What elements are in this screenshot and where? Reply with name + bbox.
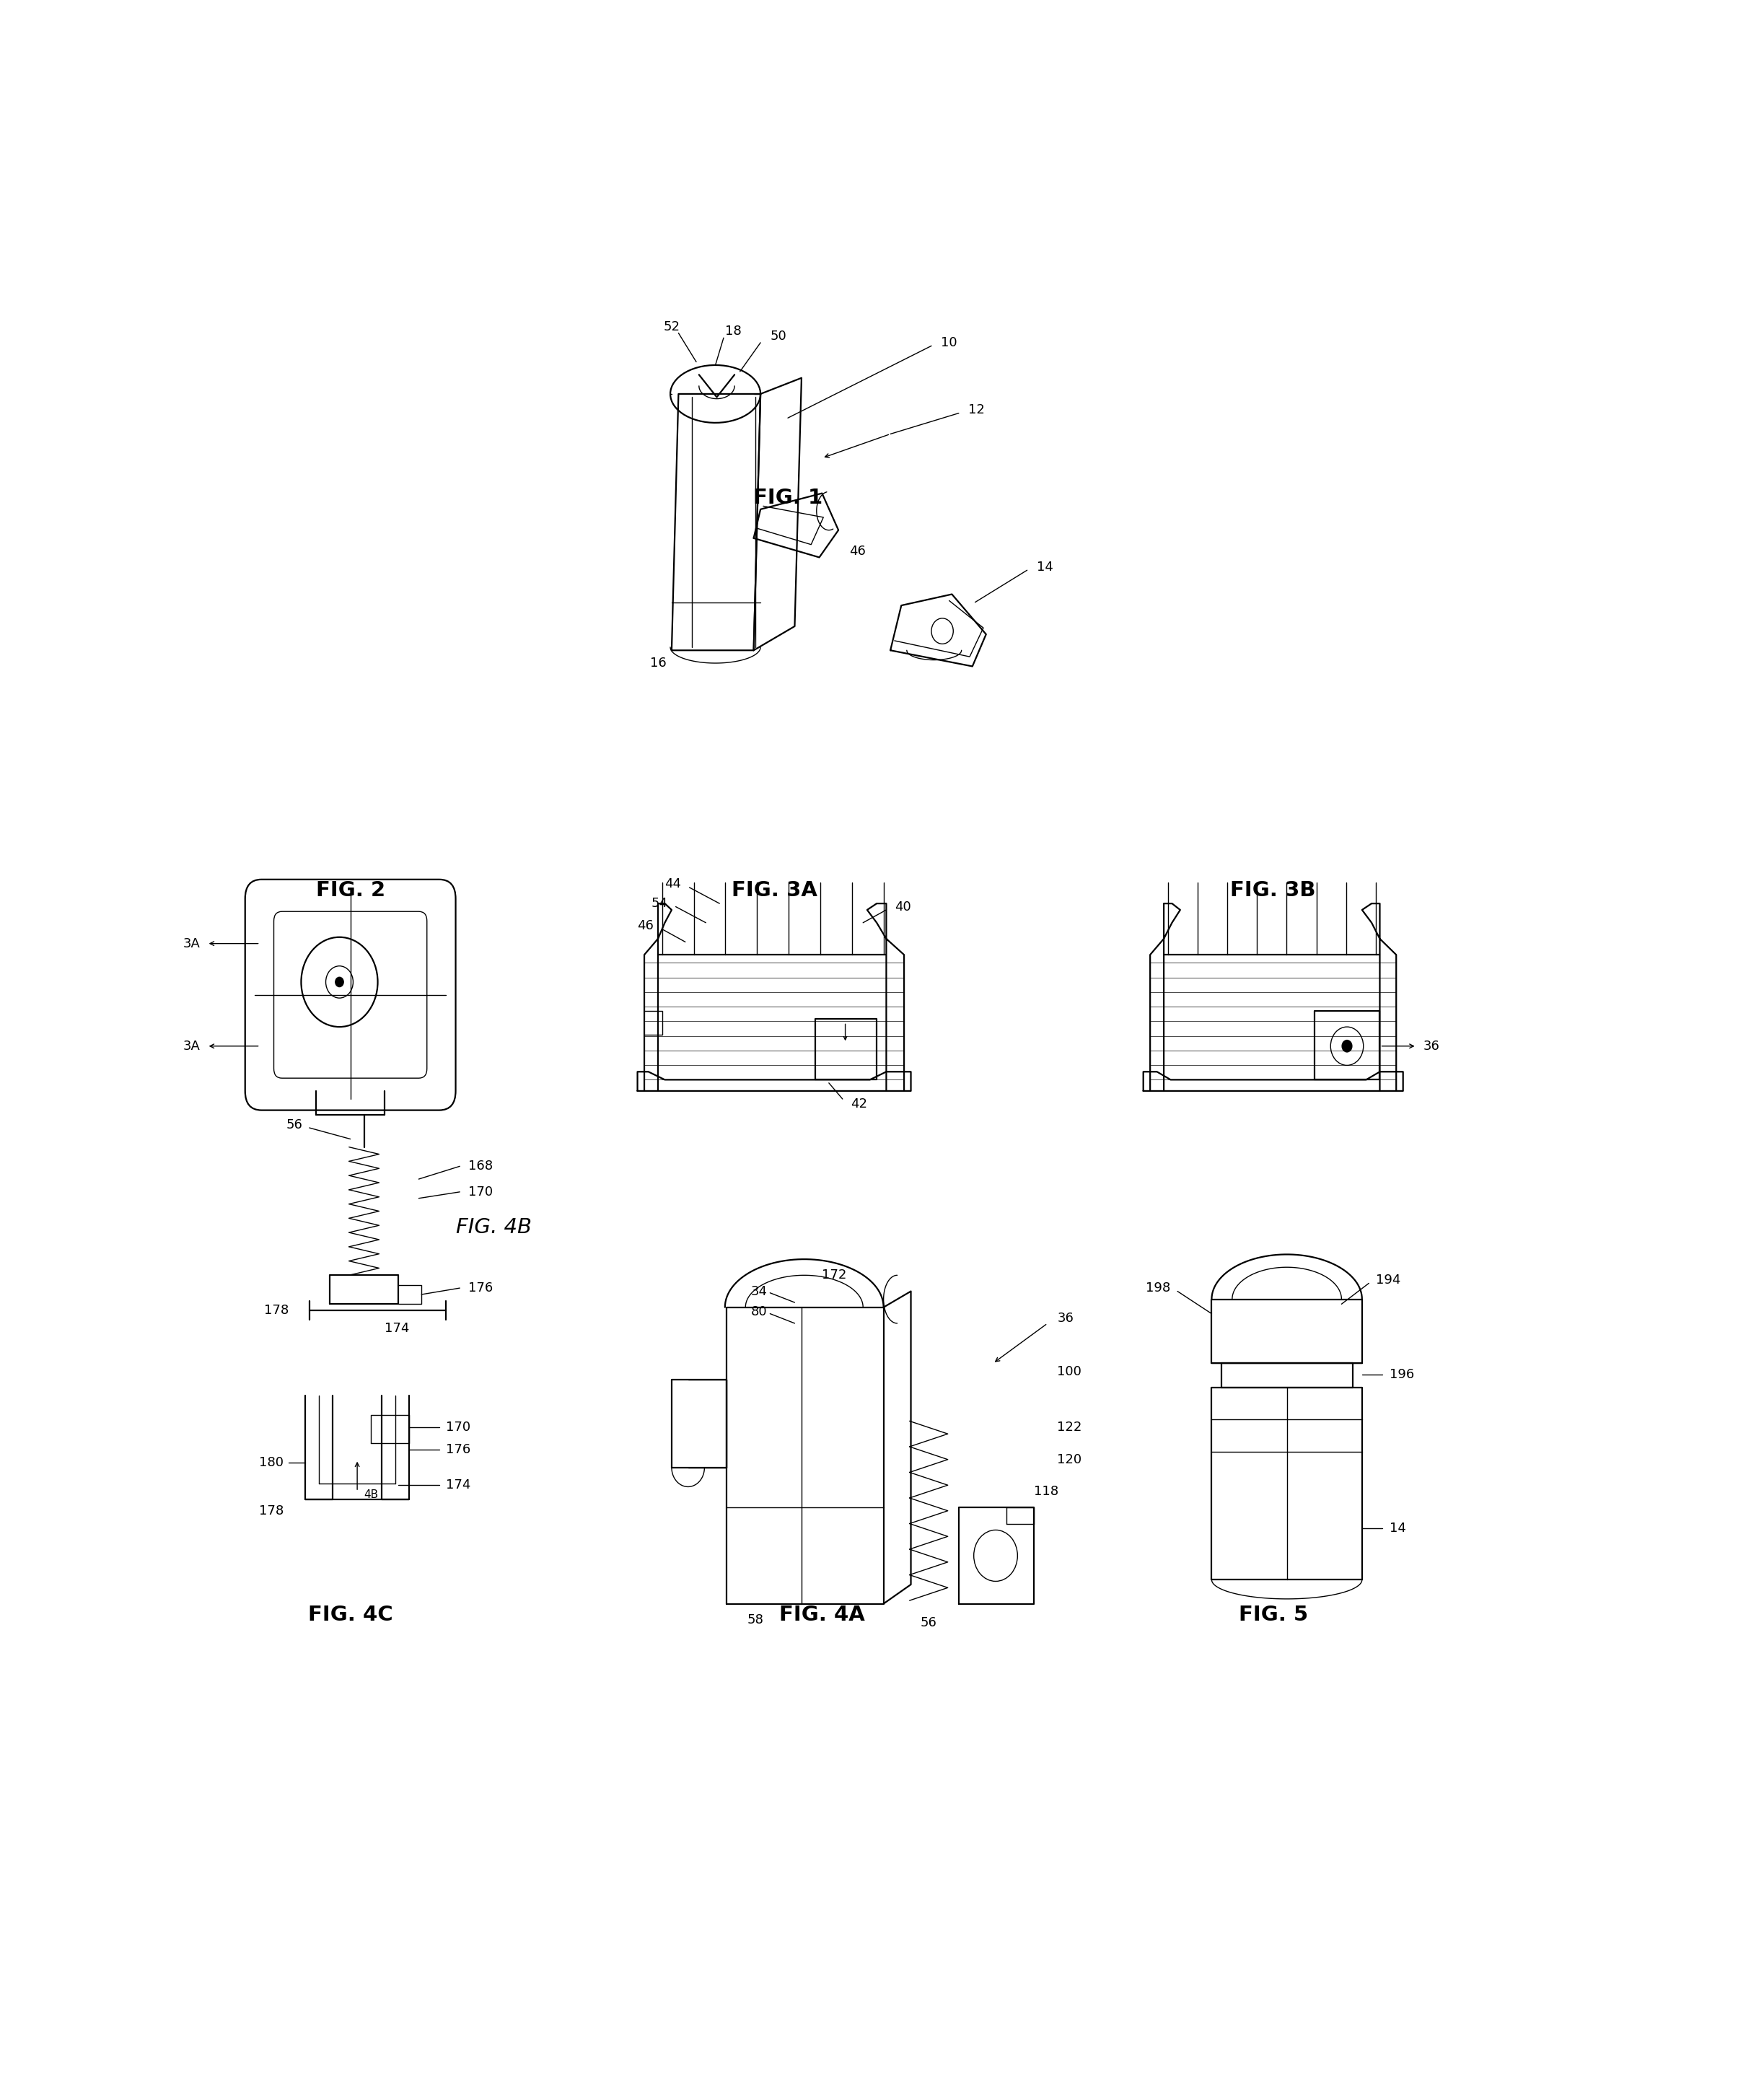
Text: 18: 18: [725, 325, 741, 337]
Text: 46: 46: [850, 545, 866, 558]
Text: 3A: 3A: [183, 1040, 199, 1053]
Text: 4B: 4B: [363, 1490, 379, 1500]
Text: 58: 58: [746, 1613, 764, 1625]
Text: 176: 176: [467, 1282, 492, 1294]
Text: 52: 52: [663, 320, 679, 333]
Text: 10: 10: [940, 337, 958, 350]
Text: 54: 54: [651, 897, 667, 909]
Text: 198: 198: [1147, 1282, 1171, 1294]
Text: FIG. 3A: FIG. 3A: [732, 880, 817, 901]
Text: FIG. 4C: FIG. 4C: [309, 1604, 393, 1625]
Text: FIG. 5: FIG. 5: [1238, 1604, 1307, 1625]
Text: 14: 14: [1037, 560, 1053, 574]
Text: FIG. 1: FIG. 1: [753, 487, 822, 508]
Text: FIG. 3B: FIG. 3B: [1231, 880, 1316, 901]
Text: 168: 168: [467, 1159, 492, 1174]
Text: 120: 120: [1057, 1453, 1081, 1465]
Text: 122: 122: [1057, 1421, 1081, 1434]
Text: 172: 172: [822, 1269, 847, 1282]
Text: 40: 40: [894, 901, 910, 914]
Text: 3A: 3A: [183, 936, 199, 951]
Text: 180: 180: [259, 1457, 284, 1469]
Text: 178: 178: [259, 1505, 284, 1517]
Text: FIG. 2: FIG. 2: [316, 880, 385, 901]
Text: 36: 36: [1424, 1040, 1439, 1053]
Circle shape: [1342, 1040, 1353, 1053]
Text: 16: 16: [649, 658, 667, 670]
Text: 196: 196: [1390, 1367, 1415, 1382]
Text: 176: 176: [446, 1444, 471, 1457]
Text: 56: 56: [286, 1117, 303, 1132]
Text: FIG. 4B: FIG. 4B: [457, 1217, 531, 1238]
Text: 42: 42: [850, 1097, 868, 1111]
Text: 118: 118: [1034, 1486, 1058, 1498]
Text: 174: 174: [385, 1321, 409, 1334]
Text: 14: 14: [1390, 1521, 1406, 1536]
Text: 12: 12: [968, 404, 984, 416]
Text: 46: 46: [637, 920, 654, 932]
Text: 56: 56: [921, 1617, 937, 1629]
Text: 100: 100: [1057, 1365, 1081, 1378]
Text: 174: 174: [446, 1480, 471, 1492]
Text: 50: 50: [771, 329, 787, 343]
Text: FIG. 4A: FIG. 4A: [780, 1604, 864, 1625]
Text: 34: 34: [751, 1284, 767, 1299]
Text: 36: 36: [1057, 1311, 1074, 1326]
Text: 80: 80: [751, 1305, 767, 1319]
Text: 170: 170: [446, 1421, 471, 1434]
Text: 44: 44: [665, 878, 681, 891]
Text: 170: 170: [467, 1186, 492, 1199]
Circle shape: [335, 978, 344, 986]
Text: 194: 194: [1376, 1274, 1401, 1286]
Text: 178: 178: [265, 1305, 289, 1317]
